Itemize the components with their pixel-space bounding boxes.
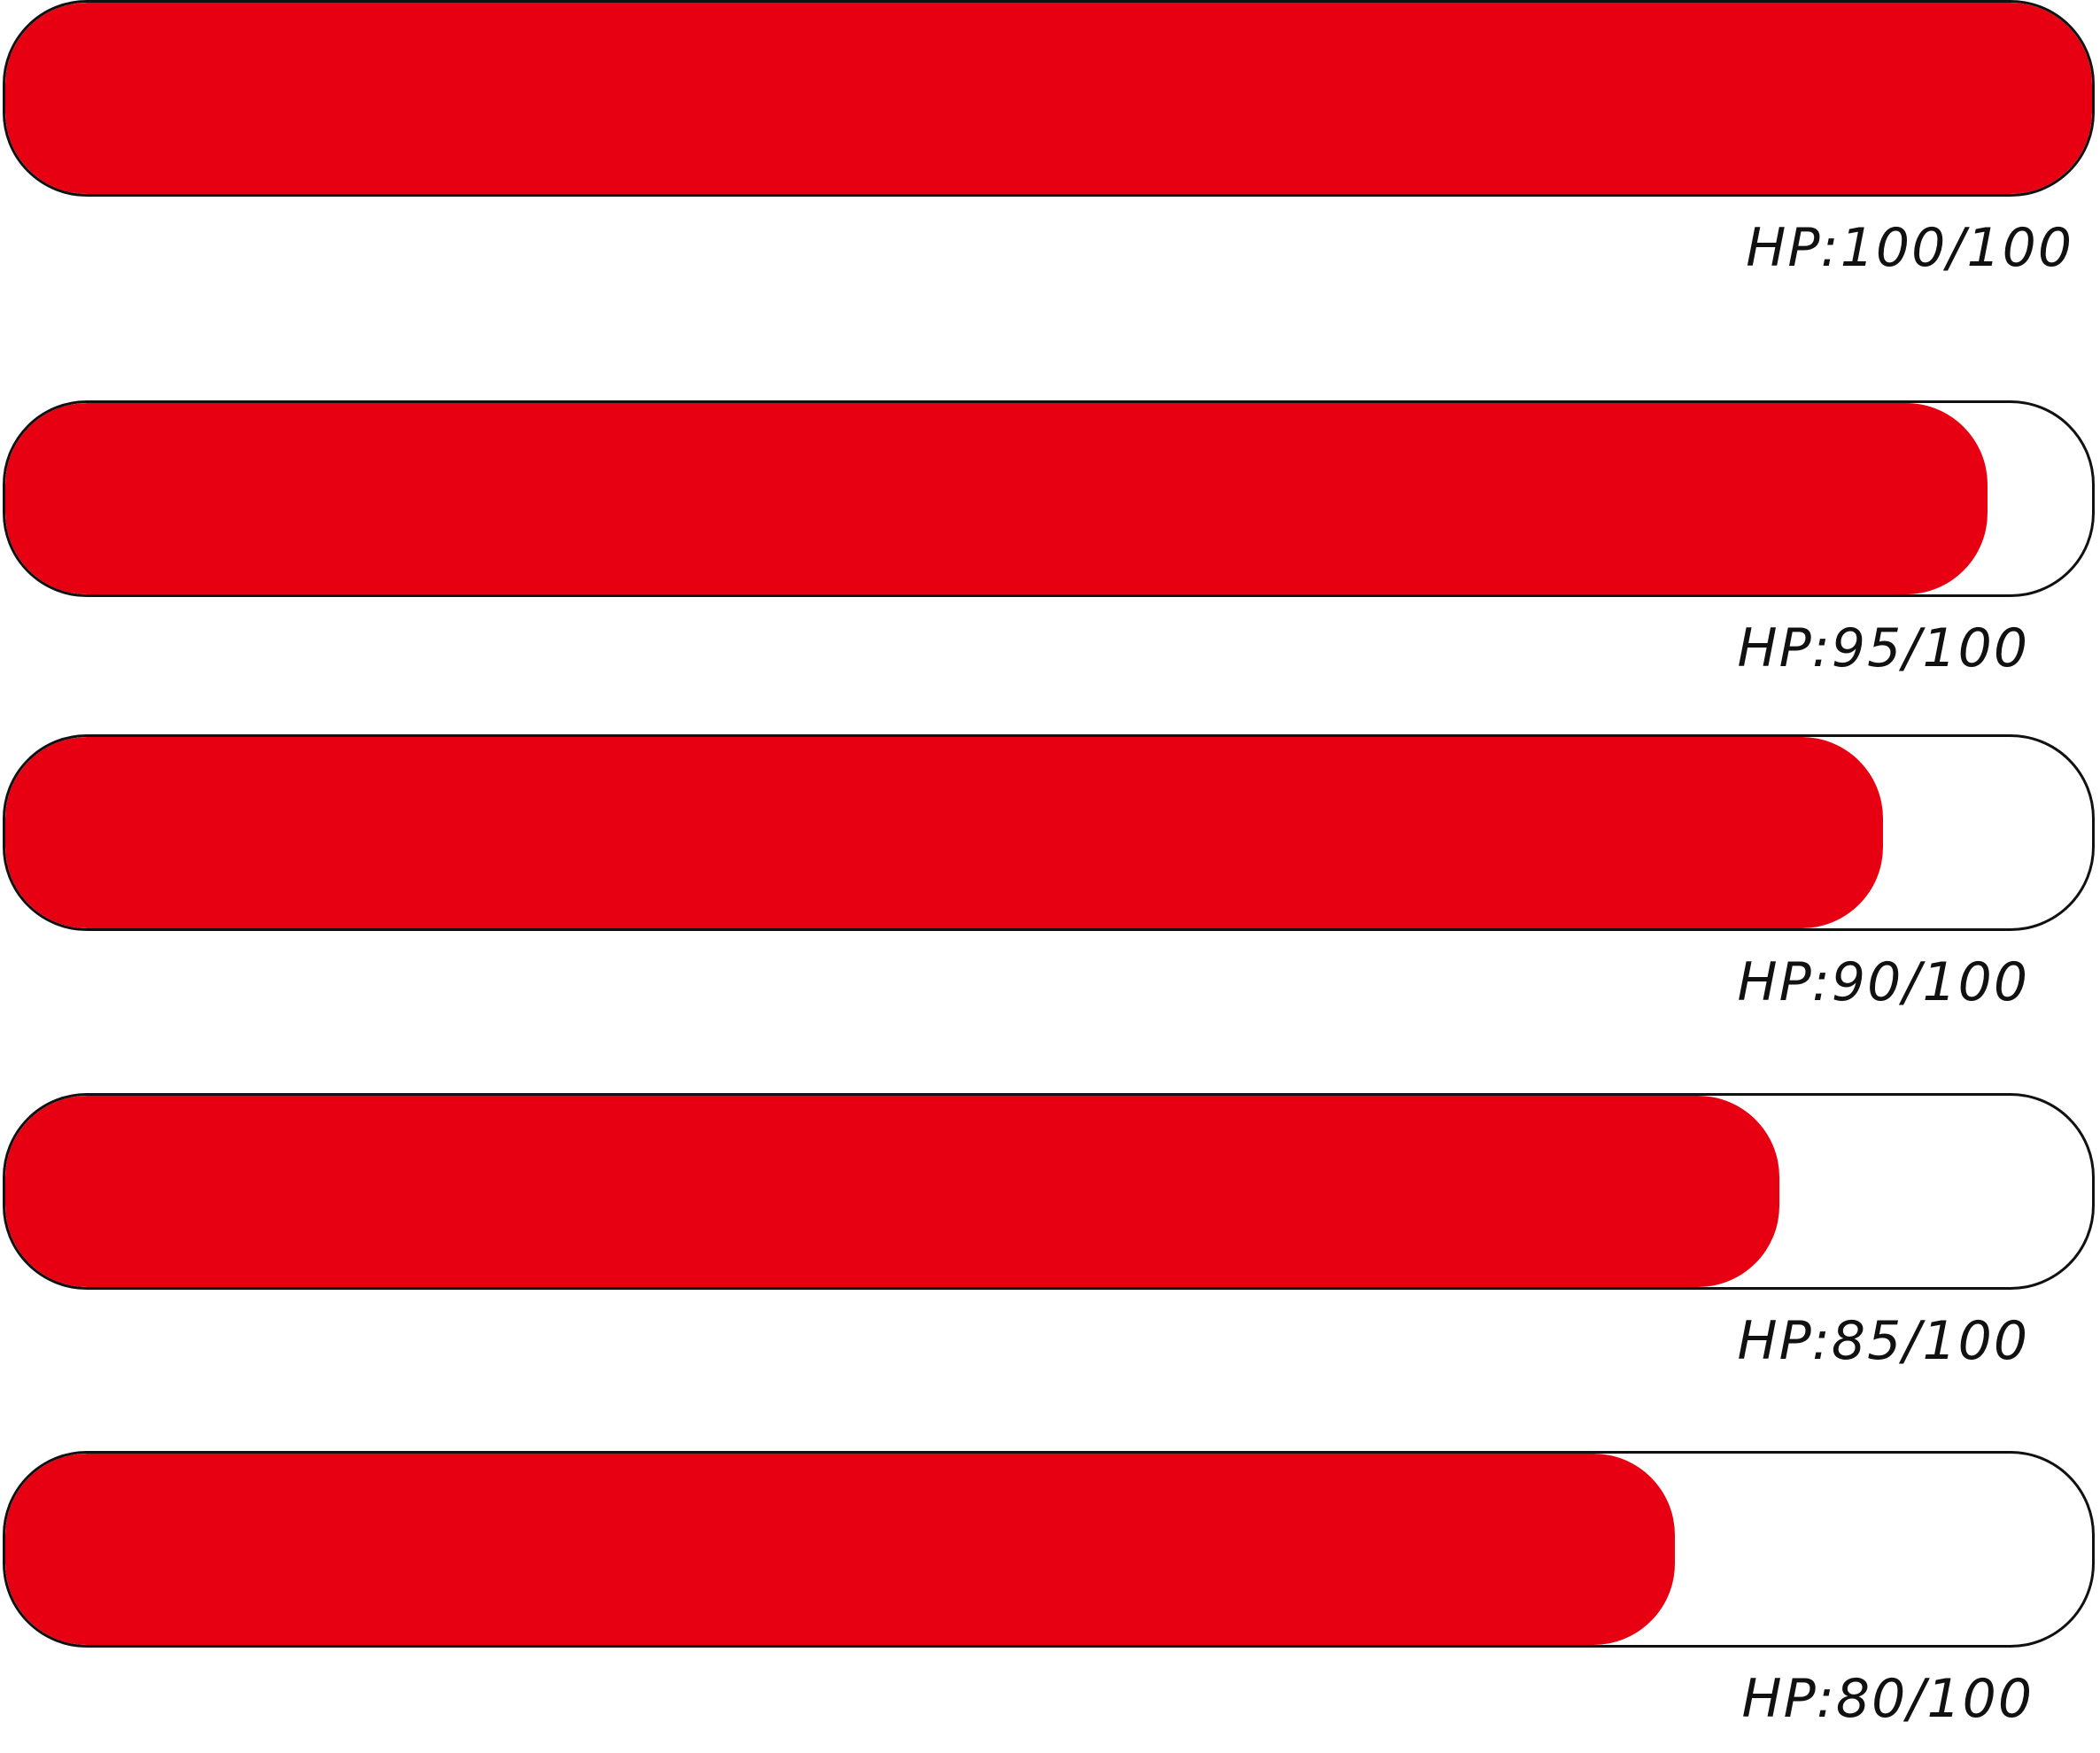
- hp-label: HP:95/100: [1737, 617, 2029, 679]
- hp-bar-track: [3, 1451, 2095, 1648]
- hp-bar-track: [3, 734, 2095, 931]
- hp-label: HP:80/100: [1741, 1668, 2034, 1730]
- hp-bar-fill: [5, 1454, 1675, 1645]
- hp-bar-fill: [5, 3, 2092, 194]
- hp-bar-fill: [5, 1096, 1779, 1287]
- hp-bar-track: [3, 0, 2095, 197]
- hp-bar-track: [3, 1093, 2095, 1290]
- hp-bar-fill: [5, 737, 1884, 928]
- hp-label: HP:100/100: [1746, 217, 2073, 279]
- hp-bar-track: [3, 400, 2095, 597]
- hp-bar-fill: [5, 403, 1988, 594]
- hp-label: HP:85/100: [1737, 1310, 2029, 1372]
- hp-label: HP:90/100: [1737, 951, 2029, 1013]
